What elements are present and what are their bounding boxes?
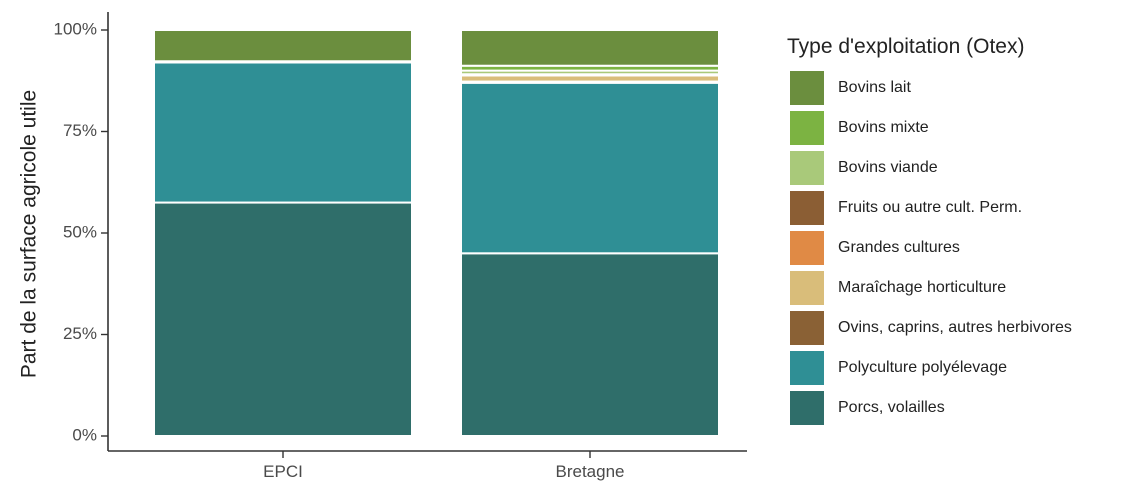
legend-item-polyculture-polyelevage: Polyculture polyélevage: [790, 351, 1007, 385]
legend-key: [790, 71, 824, 105]
bar-segment-epci-porcs-volailles: [154, 203, 412, 436]
legend: Type d'exploitation (Otex) Bovins lait Bo…: [787, 35, 1072, 425]
legend-key: [790, 191, 824, 225]
legend-label: Fruits ou autre cult. Perm.: [838, 199, 1022, 216]
legend-label: Ovins, caprins, autres herbivores: [838, 319, 1072, 336]
y-ticks: 0% 25% 50% 75% 100%: [54, 19, 108, 444]
legend-key: [790, 231, 824, 265]
legend-item-ovins-caprins-autres-herbivores: Ovins, caprins, autres herbivores: [790, 311, 1072, 345]
legend-item-porcs-volailles: Porcs, volailles: [790, 391, 945, 425]
bar-segment-epci-bovins-lait: [154, 30, 412, 61]
legend-label: Polyculture polyélevage: [838, 359, 1007, 376]
legend-key: [790, 311, 824, 345]
legend-item-bovins-mixte: Bovins mixte: [790, 111, 929, 145]
legend-label: Porcs, volailles: [838, 399, 945, 416]
legend-key: [790, 151, 824, 185]
legend-key: [790, 391, 824, 425]
x-ticks: EPCI Bretagne: [263, 451, 624, 481]
y-tick-label: 0%: [72, 425, 97, 444]
bar-bretagne: [461, 30, 719, 436]
y-tick-label: 100%: [54, 19, 97, 38]
legend-label: Bovins viande: [838, 159, 938, 176]
legend-key: [790, 111, 824, 145]
x-tick-label: Bretagne: [556, 462, 625, 481]
legend-item-bovins-viande: Bovins viande: [790, 151, 938, 185]
legend-label: Maraîchage horticulture: [838, 279, 1006, 296]
legend-item-grandes-cultures: Grandes cultures: [790, 231, 960, 265]
bar-epci: [154, 30, 412, 436]
legend-item-maraichage-horticulture: Maraîchage horticulture: [790, 271, 1006, 305]
legend-label: Bovins lait: [838, 79, 911, 96]
bar-segment-bretagne-polyculture-polyelevage: [461, 83, 719, 254]
legend-key: [790, 271, 824, 305]
legend-label: Bovins mixte: [838, 119, 929, 136]
legend-key: [790, 351, 824, 385]
legend-item-fruits-ou-autre-cult-perm: Fruits ou autre cult. Perm.: [790, 191, 1022, 225]
bar-segment-epci-polyculture-polyelevage: [154, 62, 412, 202]
y-axis-title: Part de la surface agricole utile: [18, 90, 41, 378]
x-tick-label: EPCI: [263, 462, 303, 481]
y-tick-label: 25%: [63, 324, 97, 343]
bars-layer: [154, 30, 719, 436]
bar-segment-bretagne-porcs-volailles: [461, 253, 719, 436]
bar-segment-bretagne-bovins-lait: [461, 30, 719, 66]
legend-label: Grandes cultures: [838, 239, 960, 256]
y-tick-label: 50%: [63, 222, 97, 241]
legend-title: Type d'exploitation (Otex): [787, 35, 1024, 58]
y-tick-label: 75%: [63, 121, 97, 140]
legend-item-bovins-lait: Bovins lait: [790, 71, 911, 105]
